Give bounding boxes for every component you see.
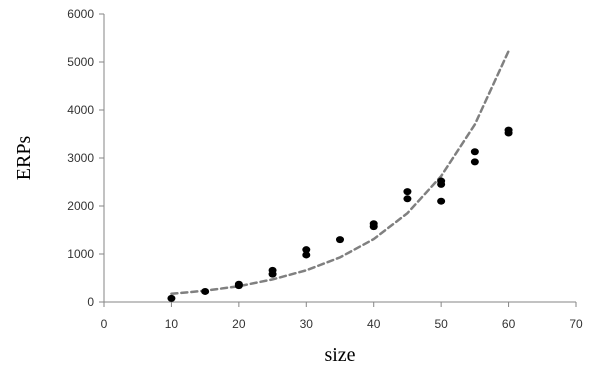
data-point (437, 177, 446, 185)
y-tick-label: 6000 (67, 7, 94, 21)
data-point (201, 287, 210, 295)
x-tick-label: 70 (569, 317, 583, 331)
data-point (403, 188, 412, 196)
y-tick-label: 5000 (67, 55, 94, 69)
trend-curve-layer (170, 49, 510, 296)
data-point (504, 126, 513, 134)
x-tick-label: 40 (367, 317, 381, 331)
x-axis-title: size (324, 344, 355, 366)
data-point (437, 197, 446, 205)
data-point (167, 294, 176, 302)
y-tick-label: 4000 (67, 103, 94, 117)
tick-marks: 0 1000 2000 3000 4000 5000 6000 0 10 20 30 40 50 60 70 (67, 7, 583, 331)
y-tick-label: 3000 (67, 151, 94, 165)
data-point (470, 148, 479, 156)
data-point (302, 251, 311, 259)
y-tick-label: 2000 (67, 199, 94, 213)
x-tick-label: 50 (434, 317, 448, 331)
trend-curve (170, 49, 510, 296)
x-tick-label: 60 (502, 317, 516, 331)
data-point (336, 236, 344, 244)
x-tick-label: 30 (300, 317, 314, 331)
y-axis-title: ERPs (13, 136, 35, 181)
x-tick-label: 20 (232, 317, 246, 331)
data-point (302, 246, 311, 254)
data-point (403, 195, 412, 203)
y-tick-label: 1000 (67, 247, 94, 261)
y-tick-label: 0 (87, 295, 94, 309)
data-point (268, 266, 277, 274)
data-point (234, 280, 243, 288)
data-point (470, 158, 479, 166)
x-tick-label: 0 (101, 317, 108, 331)
data-point (369, 220, 378, 228)
data-points (167, 126, 513, 302)
x-tick-label: 10 (165, 317, 179, 331)
